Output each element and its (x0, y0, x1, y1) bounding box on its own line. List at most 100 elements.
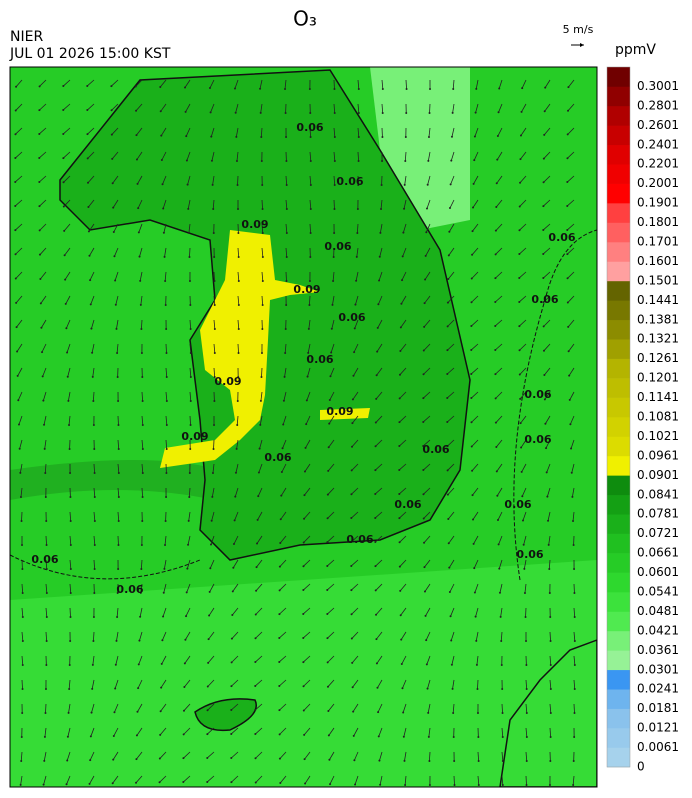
wind-arrow (63, 199, 71, 207)
wind-arrowhead (44, 687, 47, 690)
wind-arrow (209, 79, 215, 89)
map-frame (9, 66, 598, 788)
colorbar-label: 0.1261 (637, 351, 679, 365)
wind-arrowhead (326, 685, 329, 688)
wind-arrow (472, 487, 479, 496)
wind-arrowhead (38, 109, 41, 112)
wind-arrowhead (93, 567, 96, 570)
wind-arrow (89, 775, 95, 785)
wind-arrow (255, 631, 263, 639)
wind-arrow (280, 511, 287, 520)
wind-arrowhead (233, 519, 236, 522)
wind-arrow (475, 607, 479, 617)
wind-arrowhead (111, 782, 114, 785)
wind-arrow (567, 247, 575, 255)
wind-arrowhead (261, 231, 264, 234)
wind-arrowhead (476, 711, 479, 714)
wind-arrow (256, 535, 263, 544)
wind-arrow (496, 439, 503, 448)
wind-arrow (91, 319, 95, 329)
wind-arrow (117, 511, 120, 522)
wind-arrow (65, 295, 71, 305)
wind-arrow (427, 151, 431, 161)
wind-arrow (39, 127, 47, 135)
wind-arrow (376, 343, 383, 352)
wind-arrow (254, 703, 263, 711)
wind-arrowhead (473, 591, 476, 594)
wind-arrowhead (234, 495, 237, 498)
wind-arrow (90, 295, 95, 305)
wind-arrowhead (210, 519, 213, 522)
wind-arrowhead (21, 639, 24, 642)
wind-arrowhead (452, 711, 455, 714)
wind-arrowhead (350, 589, 353, 592)
wind-arrow (232, 583, 239, 592)
wind-arrow (303, 511, 311, 520)
wind-arrow (404, 151, 407, 162)
wind-arrow (567, 319, 575, 328)
wind-arrowhead (427, 735, 430, 738)
wind-arrow (572, 511, 575, 521)
wind-arrow (138, 655, 143, 665)
wind-arrow (333, 127, 336, 137)
colorbar-swatch (607, 572, 630, 593)
wind-arrow (164, 271, 167, 281)
wind-arrowhead (499, 615, 502, 618)
wind-arrow (377, 703, 383, 713)
wind-arrowhead (164, 519, 167, 522)
wind-arrow (422, 439, 431, 447)
wind-arrowhead (117, 519, 120, 522)
wind-arrowhead (67, 399, 70, 402)
wind-arrowhead (354, 303, 357, 306)
wind-arrowhead (114, 687, 117, 690)
wind-arrow (471, 415, 479, 423)
wind-arrow (186, 559, 191, 569)
wind-arrow (69, 583, 72, 594)
wind-arrow (378, 295, 383, 305)
wind-arrowhead (138, 639, 141, 642)
wind-arrow (473, 175, 479, 185)
wind-arrowhead (518, 349, 521, 352)
wind-arrow (232, 607, 239, 616)
wind-arrow (403, 199, 407, 209)
wind-arrowhead (477, 783, 480, 786)
colorbar-label: 0.1081 (637, 410, 679, 424)
wind-arrowhead (230, 661, 233, 664)
wind-arrowhead (38, 132, 41, 135)
wind-arrowhead (231, 590, 234, 593)
wind-arrowhead (357, 87, 360, 90)
wind-arrow (279, 631, 287, 639)
wind-arrowhead (470, 325, 473, 328)
wind-arrowhead (425, 663, 428, 666)
wind-arrowhead (87, 206, 90, 209)
wind-arrowhead (141, 447, 144, 450)
wind-arrow (519, 199, 527, 207)
wind-arrowhead (38, 181, 41, 184)
wind-arrowhead (237, 303, 240, 306)
wind-arrowhead (188, 471, 191, 474)
wind-arrowhead (450, 639, 453, 642)
wind-arrowhead (305, 423, 308, 426)
wind-arrow (375, 559, 383, 567)
wind-arrow (164, 535, 167, 545)
wind-arrow (114, 679, 119, 689)
wind-arrow (67, 367, 71, 377)
wind-arrowhead (211, 183, 214, 186)
wind-arrow (209, 583, 215, 593)
wind-arrowhead (139, 279, 142, 282)
wind-arrow (447, 463, 455, 471)
wind-arrowhead (401, 687, 404, 690)
wind-arrow (423, 487, 431, 495)
wind-arrowhead (542, 205, 545, 208)
wind-arrowhead (572, 759, 575, 762)
wind-arrowhead (572, 519, 575, 522)
wind-arrow (255, 727, 263, 735)
wind-arrowhead (86, 157, 89, 160)
wind-arrowhead (398, 565, 401, 568)
wind-arrow (525, 751, 528, 762)
wind-arrowhead (39, 278, 42, 281)
wind-arrow (284, 343, 287, 353)
wind-arrowhead (283, 375, 286, 378)
wind-arrowhead (567, 325, 570, 328)
